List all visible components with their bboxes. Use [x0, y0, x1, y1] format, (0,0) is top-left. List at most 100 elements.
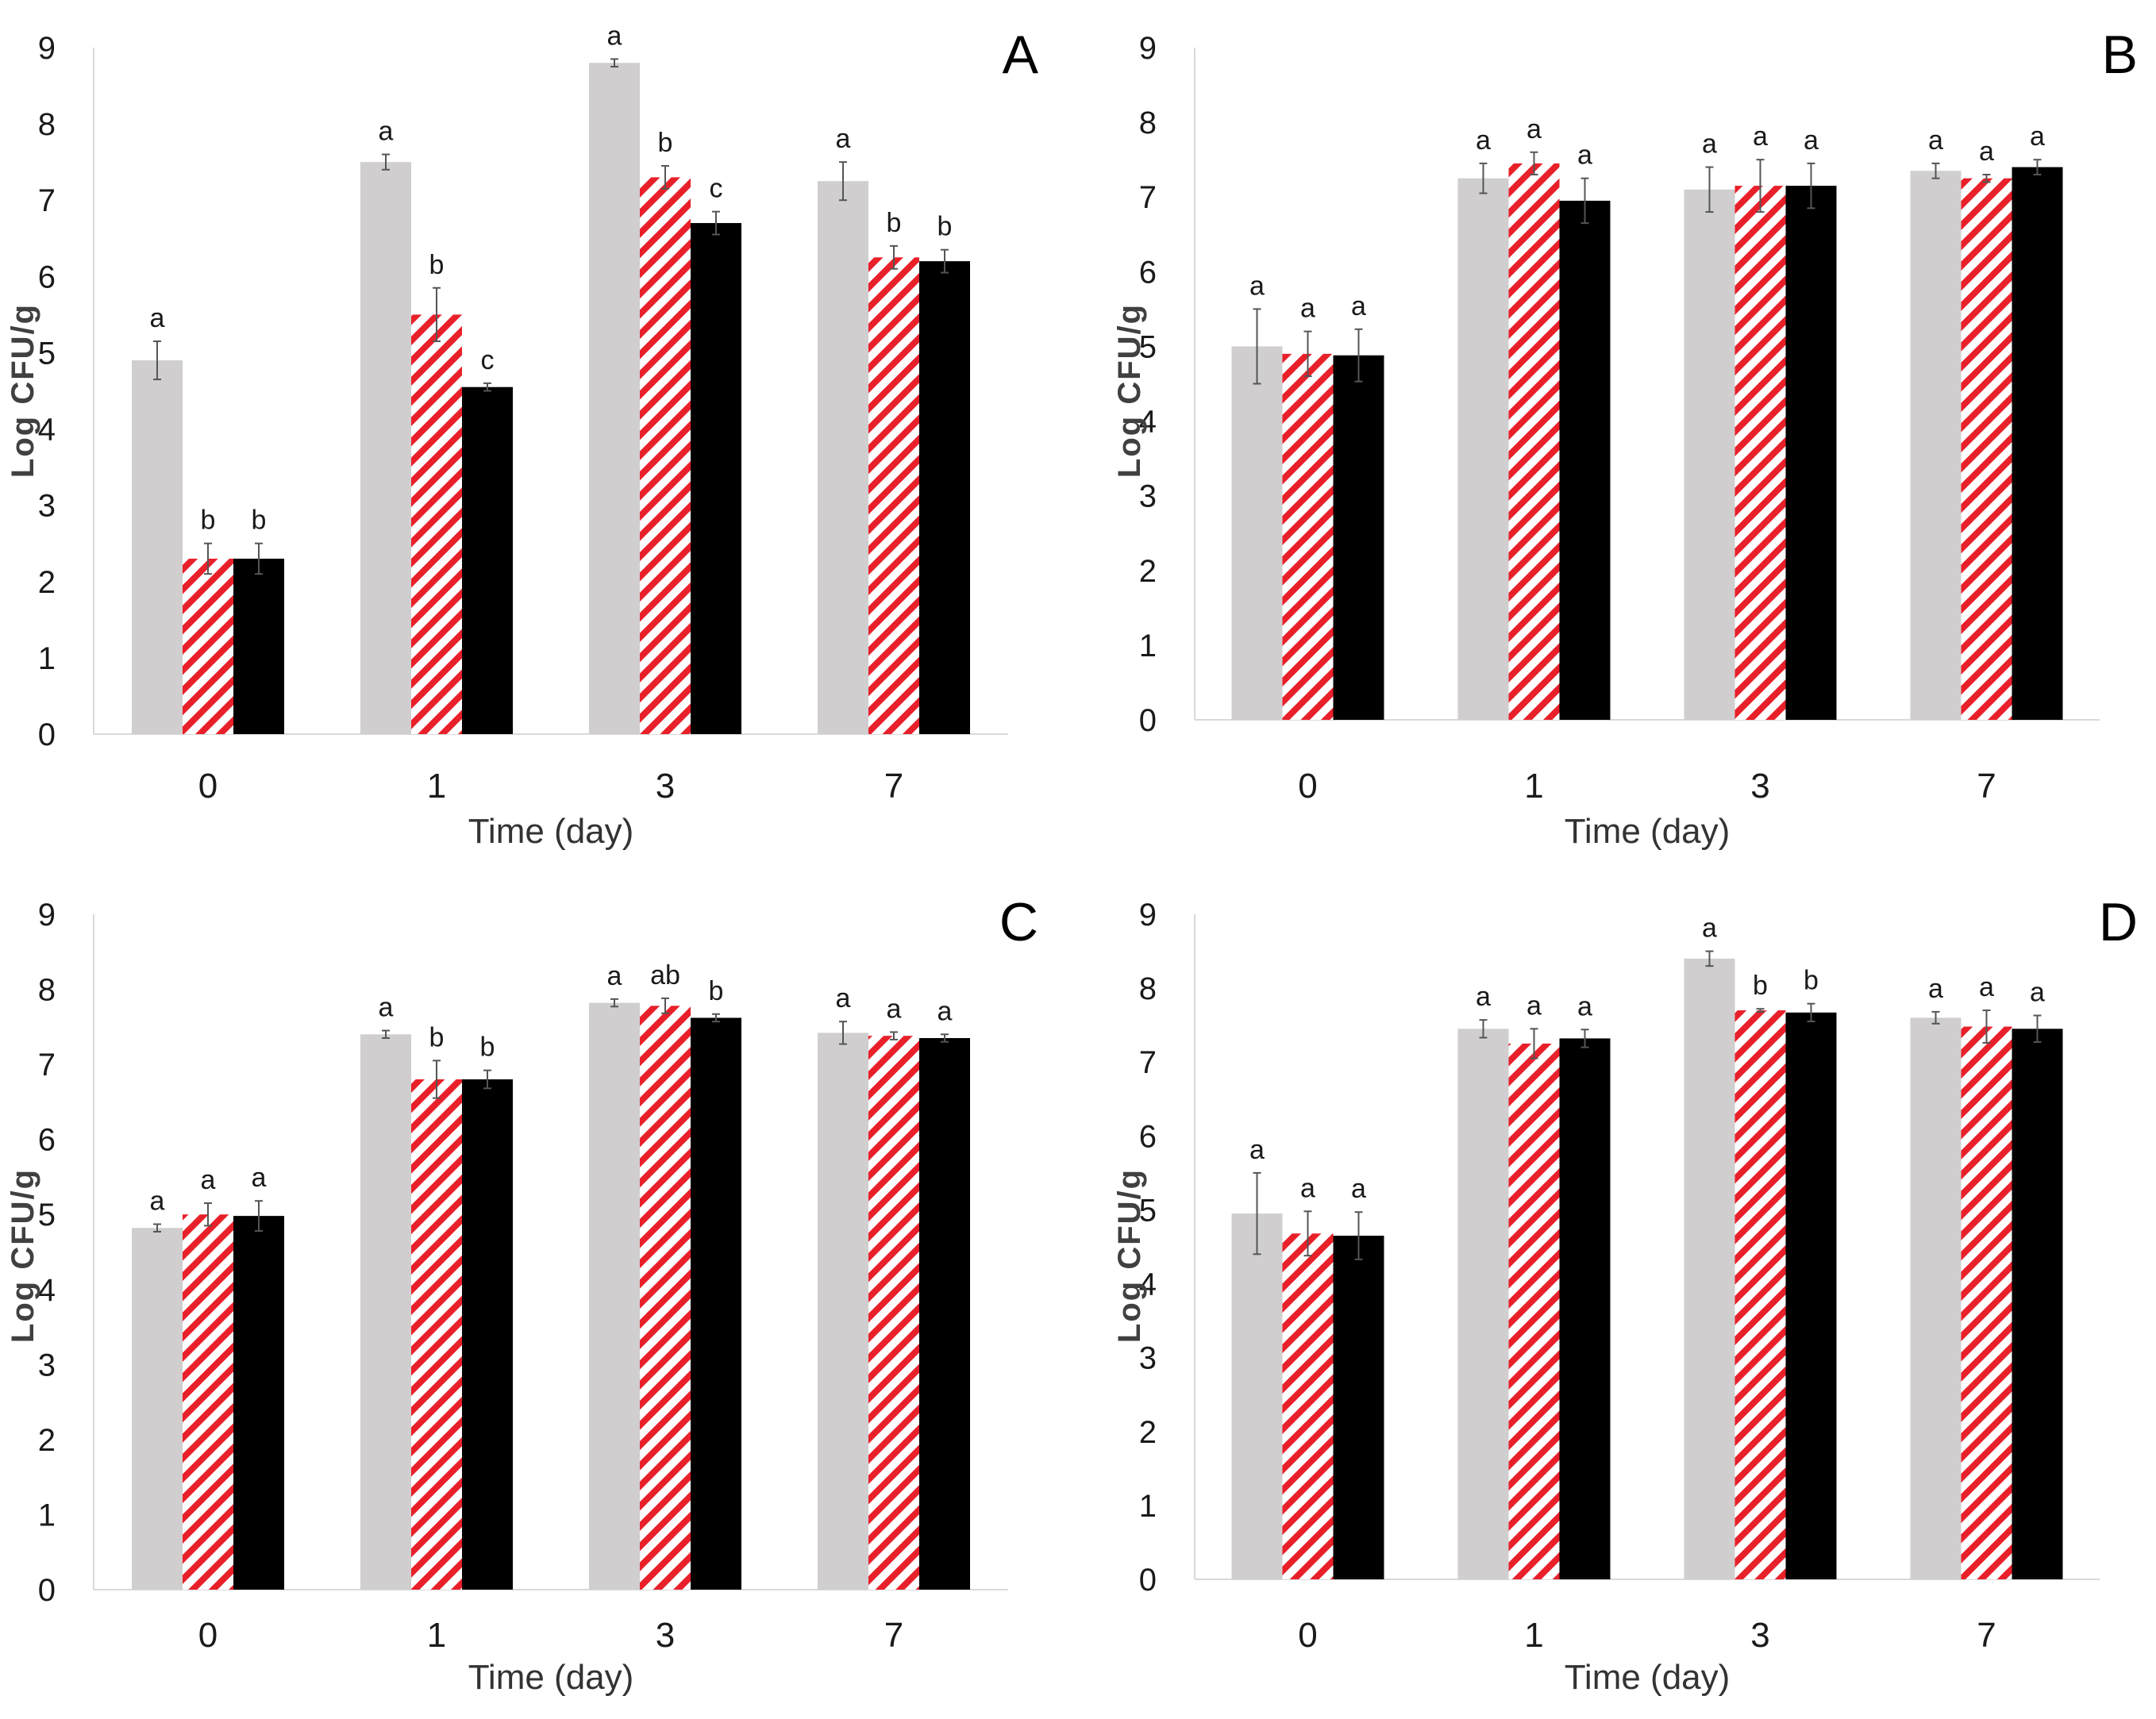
significance-letter: a	[1928, 125, 1943, 156]
significance-letter: a	[1702, 913, 1717, 944]
significance-letter: a	[2030, 121, 2045, 152]
significance-letter: a	[937, 996, 953, 1026]
x-tick-label: 0	[198, 1616, 218, 1655]
significance-letter: a	[1300, 1173, 1315, 1203]
significance-letter: a	[1577, 991, 1592, 1021]
panel-letter: A	[1003, 25, 1039, 85]
significance-letter: ab	[650, 960, 680, 990]
x-tick-label: 1	[427, 1616, 446, 1655]
significance-letter: a	[1351, 291, 1366, 321]
y-tick-label: 0	[1139, 703, 1157, 738]
y-tick-label: 7	[38, 1048, 56, 1083]
bar-series-1-day-1	[1457, 1029, 1509, 1579]
x-tick-label: 3	[1750, 767, 1769, 806]
significance-letter: a	[887, 994, 902, 1024]
significance-letter: a	[1702, 129, 1717, 160]
bar-series-3-day-1	[1559, 200, 1611, 720]
bar-series-2-day-7	[868, 257, 919, 734]
bar-series-2-day-1	[1508, 1043, 1560, 1579]
significance-letter: a	[2030, 978, 2045, 1008]
y-tick-label: 0	[38, 1573, 56, 1608]
x-tick-label: 1	[1524, 1616, 1543, 1655]
significance-letter: a	[607, 21, 622, 51]
significance-letter: a	[1300, 294, 1315, 324]
significance-letter: b	[1753, 971, 1768, 1001]
bar-series-1-day-3	[589, 1002, 640, 1590]
significance-letter: a	[1476, 125, 1491, 156]
bar-series-3-day-7	[919, 1038, 970, 1590]
significance-letter: a	[1979, 137, 1994, 167]
bar-series-2-day-0	[183, 1214, 233, 1590]
bar-series-2-day-3	[1734, 1010, 1786, 1579]
x-tick-label: 0	[1298, 1616, 1317, 1655]
significance-letter: b	[887, 208, 902, 238]
y-tick-label: 6	[38, 260, 56, 294]
significance-letter: b	[658, 128, 673, 158]
y-tick-label: 2	[38, 1423, 56, 1458]
y-tick-label: 8	[1139, 106, 1157, 140]
significance-letter: b	[1804, 966, 1819, 996]
bar-series-1-day-1	[360, 1034, 411, 1590]
y-axis-title: Log CFU/g	[6, 1168, 40, 1343]
significance-letter: a	[836, 983, 851, 1013]
bar-series-3-day-1	[462, 386, 513, 734]
significance-letter: a	[379, 117, 394, 147]
bar-series-2-day-7	[1961, 1026, 2012, 1579]
y-tick-label: 5	[1139, 1193, 1157, 1228]
bar-series-2-day-3	[640, 177, 691, 734]
x-tick-label: 0	[1298, 767, 1317, 806]
significance-letter: a	[1527, 114, 1542, 144]
y-tick-label: 1	[1139, 629, 1157, 663]
bar-series-3-day-3	[1785, 186, 1837, 720]
y-tick-label: 2	[1139, 554, 1157, 589]
significance-letter: a	[1249, 1135, 1265, 1165]
significance-letter: a	[1577, 140, 1592, 171]
bar-series-1-day-0	[132, 360, 183, 734]
bar-series-3-day-1	[1559, 1038, 1611, 1579]
significance-letter: a	[836, 124, 851, 154]
bar-series-3-day-7	[2012, 1029, 2063, 1579]
significance-letter: a	[150, 1186, 165, 1217]
y-tick-label: 9	[38, 31, 56, 66]
bar-series-2-day-3	[640, 1006, 691, 1590]
bar-series-3-day-3	[1785, 1012, 1837, 1579]
y-tick-label: 7	[1139, 1045, 1157, 1080]
y-tick-label: 6	[1139, 1119, 1157, 1154]
significance-letter: b	[252, 506, 267, 536]
significance-letter: a	[1351, 1174, 1366, 1204]
significance-letter: c	[710, 174, 723, 204]
x-tick-label: 3	[1750, 1616, 1769, 1655]
y-tick-label: 3	[1139, 479, 1157, 514]
bar-series-1-day-0	[1231, 1213, 1283, 1579]
y-tick-label: 5	[38, 336, 56, 371]
x-tick-label: 7	[1977, 767, 1996, 806]
bar-series-1-day-0	[132, 1228, 183, 1590]
bar-series-2-day-0	[1282, 353, 1334, 720]
x-tick-label: 3	[656, 1616, 675, 1655]
y-tick-label: 4	[38, 1273, 56, 1308]
y-tick-label: 0	[1139, 1563, 1157, 1598]
x-tick-label: 0	[198, 767, 218, 806]
x-tick-label: 3	[656, 767, 675, 806]
panel-letter: D	[2099, 892, 2138, 952]
y-tick-label: 1	[38, 1498, 56, 1532]
x-tick-label: 1	[1524, 767, 1543, 806]
bar-series-1-day-3	[589, 63, 640, 734]
y-tick-label: 3	[1139, 1341, 1157, 1376]
significance-letter: a	[1527, 990, 1542, 1021]
y-tick-label: 5	[38, 1198, 56, 1233]
x-tick-label: 7	[1977, 1616, 1996, 1655]
y-tick-label: 4	[38, 413, 56, 448]
significance-letter: b	[709, 976, 724, 1006]
bar-series-3-day-7	[919, 261, 970, 735]
chart-panel-b: 0 1 2 3 4 5 6 7 8 9 a a a 0 a a a 1 a a a 3 a a a 7 Time (day) Log …	[1112, 25, 2138, 851]
bar-series-3-day-7	[2012, 167, 2063, 721]
significance-letter: b	[937, 212, 953, 242]
y-tick-label: 7	[38, 183, 56, 218]
bar-series-2-day-1	[411, 1079, 462, 1590]
bar-series-1-day-7	[818, 181, 868, 734]
significance-letter: a	[1249, 271, 1265, 301]
y-axis-title: Log CFU/g	[1112, 1168, 1147, 1343]
